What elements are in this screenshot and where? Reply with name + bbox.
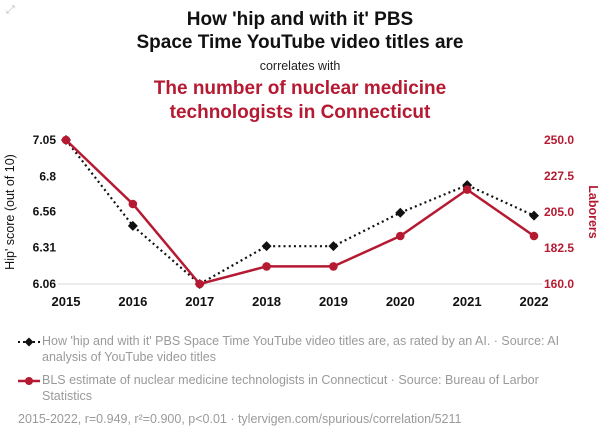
hip-score-line — [65, 139, 535, 286]
laborers-point — [462, 184, 472, 194]
dual-axis-line-chart: 7.05 6.8 6.56 6.31 6.06 250.0 227.5 205.0 182.5 1… — [3, 133, 600, 309]
laborers-point — [128, 199, 138, 208]
laborers-point — [529, 231, 539, 240]
left-axis-tick: 6.06 — [33, 277, 57, 291]
chart-title-line2: Space Time YouTube video titles are — [136, 32, 464, 54]
x-axis-tick: 2015 — [52, 294, 81, 309]
right-axis-label: Laborers — [586, 185, 600, 239]
chart-subtitle: The number of nuclear medicine technolog… — [0, 77, 600, 123]
chart-title-line1: How 'hip and with it' PBS — [186, 9, 414, 30]
left-axis-label: Hip' score (out of 10) — [3, 154, 17, 270]
chart-subtitle-line2: technologists in Connecticut — [169, 101, 431, 123]
chart-title: How 'hip and with it' PBS Space Time You… — [0, 8, 600, 54]
chart-legend: How 'hip and with it' PBS Space Time You… — [18, 333, 583, 405]
x-axis-tick: 2016 — [118, 294, 147, 309]
laborers-point — [395, 231, 405, 240]
hip-score-legend-label: How 'hip and with it' PBS Space Time You… — [42, 333, 560, 364]
legend-item-laborers: BLS estimate of nuclear medicine technol… — [18, 372, 583, 405]
correlates-with-label: correlates with — [259, 59, 341, 74]
right-axis-tick: 160.0 — [544, 277, 574, 291]
left-axis-tick: 7.05 — [33, 133, 57, 147]
laborers-legend-marker-icon — [18, 377, 40, 386]
right-axis-tick: 250.0 — [544, 133, 574, 147]
chart-subtitle-line1: The number of nuclear medicine — [153, 78, 447, 100]
x-axis-tick: 2022 — [520, 294, 549, 309]
hip-score-point — [127, 220, 138, 231]
right-axis-tick: 227.5 — [544, 169, 574, 183]
right-axis-tick: 182.5 — [544, 241, 574, 255]
laborers-point — [195, 279, 205, 288]
chart-area: 7.05 6.8 6.56 6.31 6.06 250.0 227.5 205.0 182.5 1… — [0, 128, 600, 325]
hip-score-legend-marker-icon — [18, 337, 40, 347]
chart-header: How 'hip and with it' PBS Space Time You… — [0, 0, 600, 124]
laborers-line — [65, 138, 535, 286]
x-axis-tick: 2018 — [252, 294, 281, 309]
laborers-point — [262, 261, 271, 271]
hip-score-point — [395, 207, 406, 218]
x-axis-tick: 2019 — [319, 294, 348, 309]
left-axis-tick: 6.8 — [39, 169, 56, 183]
hip-score-point — [529, 210, 539, 221]
laborers-point — [329, 261, 338, 271]
legend-item-hip-score: How 'hip and with it' PBS Space Time You… — [18, 333, 583, 366]
x-axis-tick: 2020 — [386, 294, 415, 309]
laborers-legend-label: BLS estimate of nuclear medicine technol… — [42, 373, 539, 404]
hip-score-point — [462, 179, 473, 190]
left-axis-tick: 6.31 — [33, 240, 57, 254]
correlation-stats: 2015-2022, r=0.949, r²=0.900, p<0.01 · t… — [18, 411, 462, 426]
x-axis-tick: 2021 — [453, 294, 482, 309]
laborers-point — [61, 135, 71, 144]
x-axis-tick: 2017 — [185, 294, 214, 309]
left-axis-tick: 6.56 — [33, 204, 57, 218]
right-axis-tick: 205.0 — [544, 205, 574, 219]
expand-icon[interactable]: ⤢ — [6, 4, 15, 16]
hip-score-point — [328, 240, 339, 251]
hip-score-point — [261, 240, 272, 251]
